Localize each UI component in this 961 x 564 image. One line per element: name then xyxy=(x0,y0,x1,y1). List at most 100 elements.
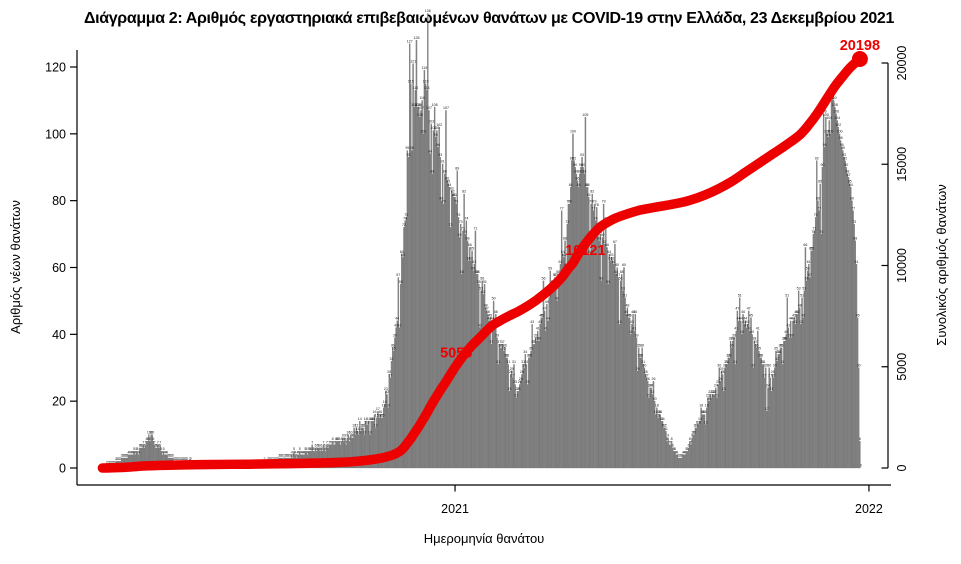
bar-value: 16 xyxy=(378,410,382,414)
bar-value: 22 xyxy=(711,390,715,394)
bar-value: 2 xyxy=(176,457,178,461)
bar-value: 36 xyxy=(503,343,507,347)
x-tick-label: 2022 xyxy=(855,502,883,516)
bar-value: 4 xyxy=(302,450,304,454)
bar-value: 36 xyxy=(500,343,504,347)
bar-value: 5 xyxy=(137,447,139,451)
bar-value: 105 xyxy=(582,113,588,117)
bar-value: 53 xyxy=(802,287,806,291)
bar-value: 4 xyxy=(162,450,164,454)
bar-value: 15 xyxy=(656,414,660,418)
bar xyxy=(565,267,567,469)
bar xyxy=(720,370,723,469)
bar-value: 51 xyxy=(738,293,742,297)
bar xyxy=(473,264,475,469)
bar-value: 43 xyxy=(793,320,797,324)
bar-value: 5 xyxy=(293,447,295,451)
bar-value: 2 xyxy=(275,457,277,461)
bar-value: 39 xyxy=(790,333,794,337)
bar-value: 93 xyxy=(407,153,411,157)
bar-value: 21 xyxy=(647,394,651,398)
bar-value: 43 xyxy=(742,320,746,324)
bar-value: 65 xyxy=(809,247,813,251)
bar-value: 2 xyxy=(274,457,276,461)
bar xyxy=(627,317,630,469)
bar xyxy=(598,240,600,469)
bar-value: 68 xyxy=(466,237,470,241)
bar xyxy=(541,317,544,469)
bar-value: 74 xyxy=(403,216,407,220)
bar-value: 30 xyxy=(751,363,755,367)
bar-value: 3 xyxy=(285,454,287,458)
bar xyxy=(843,157,845,469)
bar xyxy=(642,364,644,469)
bar-value: 104 xyxy=(834,116,840,120)
bar xyxy=(455,203,457,469)
bar xyxy=(837,127,840,469)
bar xyxy=(681,457,683,469)
bar-value: 16 xyxy=(701,410,705,414)
bar xyxy=(708,401,710,469)
bar xyxy=(707,397,709,469)
bar-value: 13 xyxy=(696,420,700,424)
bar-value: 100 xyxy=(827,130,833,134)
bar xyxy=(701,414,703,469)
bar-value: 107 xyxy=(418,106,424,110)
bar-value: 62 xyxy=(469,257,473,261)
bar-value: 61 xyxy=(559,260,563,264)
bar-value: 64 xyxy=(607,250,611,254)
bar-value: 53 xyxy=(797,287,801,291)
bar xyxy=(499,347,502,469)
bar-value: 9 xyxy=(344,434,346,438)
bar-value: 40 xyxy=(750,330,754,334)
bar-value: 85 xyxy=(446,180,450,184)
bar-value: 3 xyxy=(681,454,683,458)
bar xyxy=(787,327,790,469)
bar-value: 13 xyxy=(366,420,370,424)
bar-value: 2 xyxy=(118,457,120,461)
bar xyxy=(697,424,699,469)
bar-value: 8 xyxy=(332,437,334,441)
bar-value: 6 xyxy=(324,444,326,448)
bar xyxy=(733,337,735,469)
bar-value: 107 xyxy=(426,106,432,110)
bar-value: 8 xyxy=(149,437,151,441)
bar-value: 8 xyxy=(349,437,351,441)
bar-value: 32 xyxy=(775,357,779,361)
bar xyxy=(622,290,624,469)
bar-value: 60 xyxy=(615,263,619,267)
bar-value: 10 xyxy=(147,430,151,434)
line-end-dot xyxy=(851,51,868,67)
bar-value: 59 xyxy=(548,267,552,271)
bar xyxy=(814,217,817,469)
bar-value: 2 xyxy=(190,457,192,461)
bar xyxy=(746,324,749,469)
bar-value: 105 xyxy=(417,113,423,117)
bar xyxy=(553,287,555,469)
bar-value: 113 xyxy=(412,86,418,90)
bar-value: 14 xyxy=(358,417,362,421)
bar-value: 119 xyxy=(422,66,428,70)
bar-value: 84 xyxy=(577,183,581,187)
bar-value: 43 xyxy=(799,320,803,324)
bar-value: 2 xyxy=(117,457,119,461)
bar xyxy=(403,227,405,469)
bar-value: 59 xyxy=(471,267,475,271)
bar xyxy=(776,360,778,469)
bar xyxy=(562,254,564,469)
bar xyxy=(709,394,711,469)
bar-value: 93 xyxy=(842,153,846,157)
bar-value: 79 xyxy=(602,200,606,204)
bar-value: 50 xyxy=(492,297,496,301)
bar xyxy=(669,444,672,469)
bar xyxy=(396,320,398,469)
bar-value: 2 xyxy=(120,457,122,461)
bar-value: 9 xyxy=(351,434,353,438)
bar xyxy=(629,317,631,469)
bar-value: 12 xyxy=(374,424,378,428)
bar xyxy=(839,140,842,469)
bar-value: 45 xyxy=(539,313,543,317)
bar xyxy=(441,163,444,469)
bar xyxy=(597,227,599,469)
